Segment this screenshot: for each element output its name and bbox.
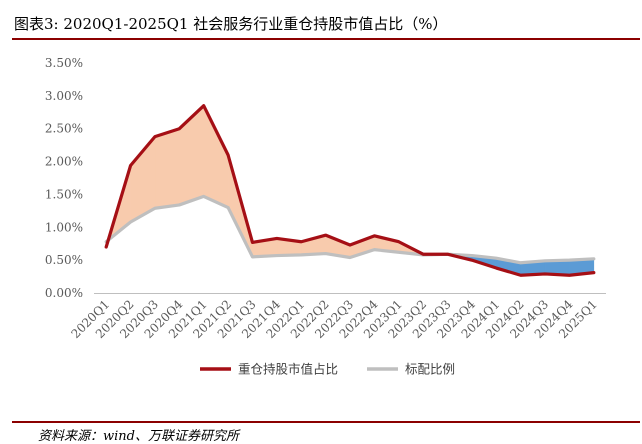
title-bar: 图表3: 2020Q1-2025Q1 社会服务行业重仓持股市值占比（%） [0,0,642,40]
title-divider [12,38,640,40]
legend: 重仓持股市值占比 标配比例 [200,362,455,377]
legend-label-holding-ratio: 重仓持股市值占比 [238,362,338,377]
y-tick-label: 1.00% [45,220,83,234]
source-divider [12,421,640,423]
source-note: 资料来源：wind、万联证券研究所 [38,429,239,444]
y-tick-label: 0.00% [45,286,83,300]
y-tick-label: 2.50% [45,122,83,136]
fill-area-2020Q4 [179,105,205,206]
fill-area-2020Q3 [154,128,180,209]
series-line-holding-ratio [104,104,596,277]
y-tick-label: 1.50% [45,187,83,201]
line-chart: 0.00% 0.50% 1.00% 1.50% 2.00% 2.50% 3.00% 3.50%… [45,56,606,377]
line-layer [104,104,596,277]
y-tick-label: 0.50% [45,253,83,267]
fill-area-2021Q1 [203,105,229,209]
series-line-standard-weight [104,194,596,265]
y-tick-label: 2.00% [45,155,83,169]
fill-layer [105,105,595,276]
figure-title: 图表3: 2020Q1-2025Q1 社会服务行业重仓持股市值占比（%） [14,15,448,33]
y-tick-label: 3.50% [45,56,83,70]
y-tick-label: 3.00% [45,89,83,103]
legend-label-standard-weight: 标配比例 [405,362,455,377]
